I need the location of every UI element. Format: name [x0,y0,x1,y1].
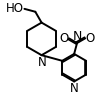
Text: N: N [38,56,47,69]
Text: N: N [72,30,82,43]
Text: N: N [70,82,79,95]
Text: HO: HO [6,2,24,15]
Text: O: O [86,32,95,45]
Text: O: O [59,32,68,45]
